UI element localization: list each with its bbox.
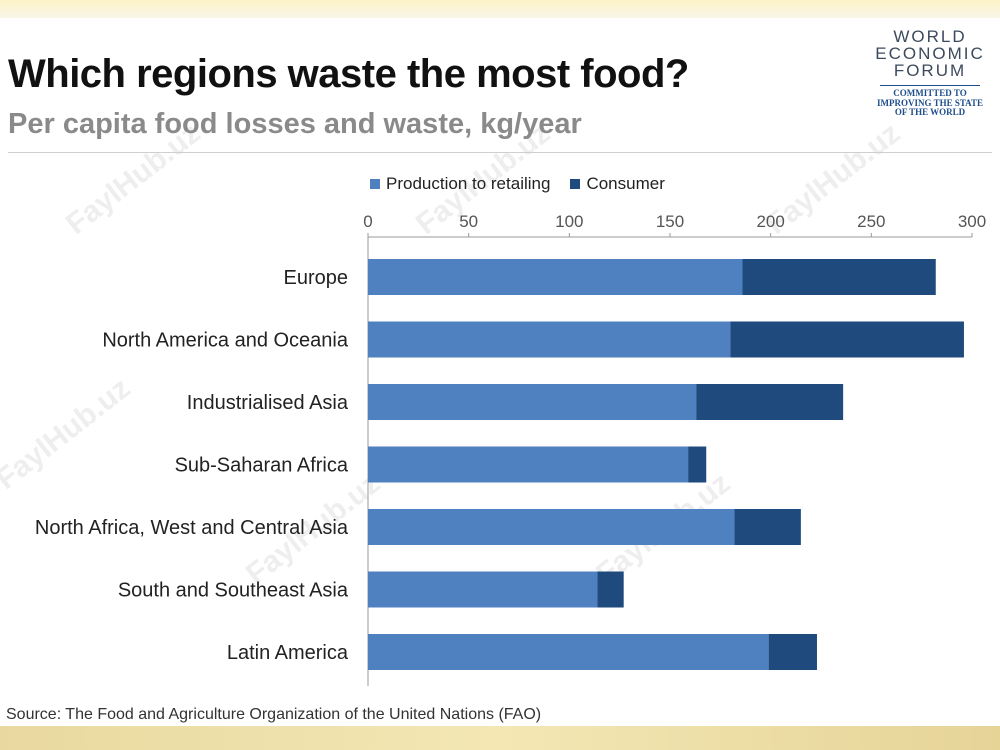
logo-tagline-1: COMMITTED TO — [893, 88, 967, 98]
logo-divider — [880, 85, 980, 86]
legend-swatch-production — [370, 179, 380, 189]
category-label: North America and Oceania — [102, 330, 349, 352]
chart-title: Which regions waste the most food? — [8, 52, 689, 96]
consumer-bar — [688, 446, 707, 483]
category-label: Sub-Saharan Africa — [175, 455, 349, 477]
production-bar — [368, 446, 689, 483]
logo-line-world: WORLD — [893, 27, 967, 46]
production-bar — [368, 571, 598, 608]
x-tick-label: 250 — [857, 212, 885, 231]
logo-tagline-2: IMPROVING THE STATE — [876, 97, 984, 108]
category-label: Industrialised Asia — [187, 392, 349, 414]
logo-line-economic: ECONOMIC — [875, 44, 985, 63]
legend-item-consumer: Consumer — [570, 174, 665, 194]
x-tick-label: 300 — [958, 212, 986, 231]
x-tick-label: 200 — [756, 212, 784, 231]
header-divider — [8, 152, 992, 153]
consumer-bar — [734, 509, 801, 545]
x-tick-label: 150 — [656, 212, 684, 231]
production-bar — [368, 509, 735, 545]
legend-label-consumer: Consumer — [586, 174, 665, 193]
chart-legend: Production to retailing Consumer — [370, 173, 685, 195]
consumer-bar — [696, 384, 844, 420]
category-label: Latin America — [227, 642, 349, 664]
logo-tagline-3: OF THE WORLD — [894, 107, 966, 117]
x-tick-label: 0 — [363, 212, 372, 231]
x-tick-label: 50 — [459, 212, 478, 231]
top-decorative-band — [0, 0, 1000, 18]
x-tick-label: 100 — [555, 212, 583, 231]
consumer-bar — [730, 321, 964, 358]
bottom-decorative-band — [0, 726, 1000, 750]
category-label: South and Southeast Asia — [118, 580, 349, 602]
production-bar — [368, 321, 731, 358]
consumer-bar — [768, 634, 817, 670]
legend-item-production: Production to retailing — [370, 174, 550, 194]
source-note: Source: The Food and Agriculture Organiz… — [6, 706, 542, 723]
legend-label-production: Production to retailing — [386, 174, 551, 193]
consumer-bar — [742, 259, 936, 295]
production-bar — [368, 384, 697, 420]
production-bar — [368, 634, 769, 670]
category-label: North Africa, West and Central Asia — [35, 517, 349, 539]
legend-swatch-consumer — [570, 179, 581, 189]
logo-line-forum: FORUM — [893, 61, 967, 80]
wef-logo: WORLD ECONOMIC FORUM COMMITTED TO IMPROV… — [868, 28, 992, 118]
category-label: Europe — [284, 267, 349, 289]
consumer-bar — [597, 571, 624, 608]
production-bar — [368, 259, 743, 295]
chart-subtitle: Per capita food losses and waste, kg/yea… — [8, 108, 582, 140]
